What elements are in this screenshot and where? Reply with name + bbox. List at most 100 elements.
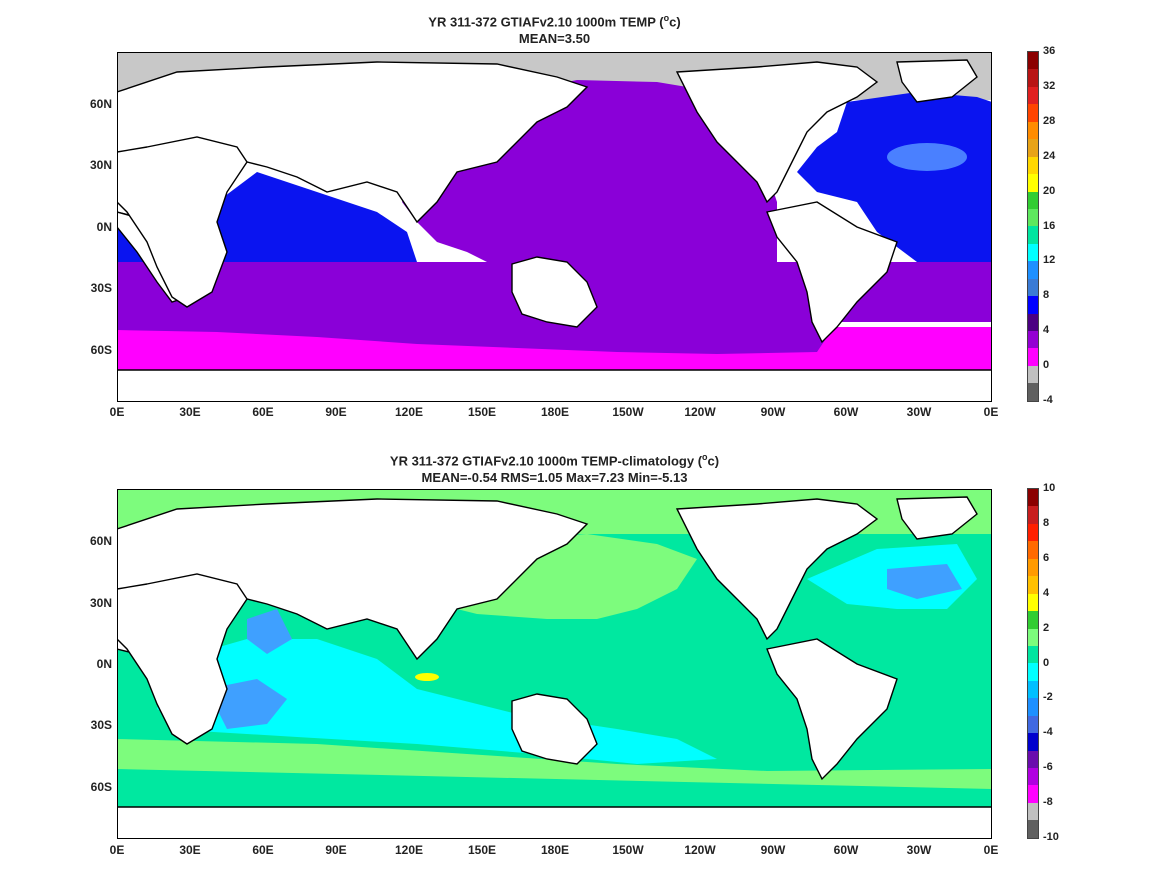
bottom-x-tick: 30E bbox=[179, 843, 201, 857]
colorbar-tick-label: 6 bbox=[1043, 551, 1050, 564]
colorbar-swatch bbox=[1028, 121, 1038, 140]
colorbar-swatch bbox=[1028, 820, 1038, 838]
colorbar-swatch bbox=[1028, 243, 1038, 262]
bottom-x-tick: 30W bbox=[906, 843, 932, 857]
colorbar-tick-label: 32 bbox=[1043, 79, 1056, 92]
bottom-title-line2: MEAN=-0.54 RMS=1.05 Max=7.23 Min=-5.13 bbox=[421, 470, 688, 486]
top-temperature-map bbox=[117, 52, 992, 402]
colorbar-tick-label: 0 bbox=[1043, 359, 1050, 372]
colorbar-swatch bbox=[1028, 715, 1038, 734]
colorbar-tick-label: 10 bbox=[1043, 482, 1056, 494]
top-gulf-stream-patch bbox=[887, 143, 967, 171]
top-y-tick: 60S bbox=[90, 343, 112, 357]
bottom-indonesia-positive bbox=[415, 673, 439, 681]
colorbar-tick-label: -6 bbox=[1043, 761, 1053, 774]
top-x-tick: 60E bbox=[252, 405, 274, 419]
bottom-indian-upper-blue bbox=[247, 609, 292, 654]
colorbar-swatch bbox=[1028, 313, 1038, 331]
bottom-x-tick: 60W bbox=[833, 843, 859, 857]
top-title-line2: MEAN=3.50 bbox=[518, 31, 591, 47]
bottom-x-tick: 120E bbox=[394, 843, 424, 857]
top-landmasses bbox=[117, 59, 992, 402]
top-x-tick: 60W bbox=[833, 405, 859, 419]
bottom-x-tick: 60E bbox=[252, 843, 274, 857]
colorbar-tick-label: 16 bbox=[1043, 219, 1056, 232]
colorbar-tick-label: 0 bbox=[1043, 656, 1050, 669]
colorbar-swatch bbox=[1028, 156, 1038, 175]
bottom-map-panel: YR 311-372 GTIAFv2.10 1000m TEMP-climato… bbox=[0, 437, 1167, 875]
colorbar-swatch bbox=[1028, 698, 1038, 716]
colorbar-swatch bbox=[1028, 628, 1038, 646]
bottom-x-tick: 0E bbox=[109, 843, 125, 857]
colorbar-swatch bbox=[1028, 331, 1038, 349]
colorbar-swatch bbox=[1028, 296, 1038, 314]
bottom-x-tick: 90E bbox=[325, 843, 347, 857]
top-x-tick: 0E bbox=[983, 405, 999, 419]
colorbar-swatch bbox=[1028, 611, 1038, 629]
bottom-anomaly-map bbox=[117, 489, 992, 839]
colorbar-swatch bbox=[1028, 69, 1038, 87]
colorbar-swatch bbox=[1028, 750, 1038, 768]
top-x-tick: 180E bbox=[540, 405, 570, 419]
colorbar-tick-label: -2 bbox=[1043, 691, 1053, 704]
bottom-landmasses bbox=[117, 496, 992, 839]
top-x-tick: 150E bbox=[467, 405, 497, 419]
bottom-colorbar bbox=[1027, 488, 1039, 839]
colorbar-swatch bbox=[1028, 558, 1038, 577]
top-x-tick: 150W bbox=[612, 405, 644, 419]
bottom-title-line1: YR 311-372 GTIAFv2.10 1000m TEMP-climato… bbox=[389, 452, 720, 469]
colorbar-swatch bbox=[1028, 191, 1038, 209]
colorbar-swatch bbox=[1028, 383, 1038, 401]
bottom-y-tick: 60S bbox=[90, 780, 112, 794]
colorbar-swatch bbox=[1028, 208, 1038, 227]
bottom-x-tick: 150W bbox=[612, 843, 644, 857]
colorbar-tick-label: -8 bbox=[1043, 796, 1053, 809]
colorbar-swatch bbox=[1028, 86, 1038, 105]
top-map-panel: YR 311-372 GTIAFv2.10 1000m TEMP (oc) ME… bbox=[0, 0, 1167, 437]
top-title-line1: YR 311-372 GTIAFv2.10 1000m TEMP (oc) bbox=[428, 13, 681, 30]
bottom-x-tick: 120W bbox=[684, 843, 716, 857]
colorbar-tick-label: -4 bbox=[1043, 394, 1053, 406]
top-y-tick: 60N bbox=[89, 97, 112, 111]
colorbar-tick-label: 8 bbox=[1043, 516, 1050, 529]
colorbar-swatch bbox=[1028, 541, 1038, 559]
colorbar-swatch bbox=[1028, 174, 1038, 192]
colorbar-swatch bbox=[1028, 139, 1038, 157]
bottom-southern-mid bbox=[117, 769, 992, 809]
top-x-tick: 90W bbox=[760, 405, 786, 419]
top-atlantic-ocean bbox=[797, 92, 992, 262]
colorbar-swatch bbox=[1028, 104, 1038, 122]
bottom-map-title: YR 311-372 GTIAFv2.10 1000m TEMP-climato… bbox=[117, 449, 992, 486]
bottom-x-tick: 180E bbox=[540, 843, 570, 857]
top-x-tick: 30E bbox=[179, 405, 201, 419]
bottom-y-tick: 60N bbox=[89, 534, 112, 548]
top-x-tick: 30W bbox=[906, 405, 932, 419]
bottom-x-tick: 0E bbox=[983, 843, 999, 857]
colorbar-swatch bbox=[1028, 663, 1038, 681]
top-x-tick: 120E bbox=[394, 405, 424, 419]
colorbar-tick-label: 12 bbox=[1043, 254, 1056, 267]
colorbar-swatch bbox=[1028, 733, 1038, 751]
colorbar-tick-label: 4 bbox=[1043, 324, 1050, 337]
colorbar-swatch bbox=[1028, 576, 1038, 594]
colorbar-tick-label: 20 bbox=[1043, 184, 1056, 197]
colorbar-swatch bbox=[1028, 278, 1038, 297]
top-x-tick: 120W bbox=[684, 405, 716, 419]
top-map-title: YR 311-372 GTIAFv2.10 1000m TEMP (oc) ME… bbox=[117, 10, 992, 47]
bottom-y-tick: 30N bbox=[89, 596, 112, 610]
colorbar-swatch bbox=[1028, 785, 1038, 803]
colorbar-swatch bbox=[1028, 768, 1038, 786]
colorbar-swatch bbox=[1028, 523, 1038, 542]
colorbar-swatch bbox=[1028, 348, 1038, 366]
colorbar-tick-label: 36 bbox=[1043, 45, 1056, 57]
top-x-tick: 90E bbox=[325, 405, 347, 419]
bottom-x-tick: 90W bbox=[760, 843, 786, 857]
colorbar-swatch bbox=[1028, 52, 1038, 70]
bottom-y-tick: 30S bbox=[90, 718, 112, 732]
bottom-x-tick: 150E bbox=[467, 843, 497, 857]
colorbar-tick-label: 8 bbox=[1043, 289, 1050, 302]
colorbar-tick-label: -4 bbox=[1043, 726, 1053, 739]
top-y-tick: 30N bbox=[89, 158, 112, 172]
colorbar-swatch bbox=[1028, 645, 1038, 664]
top-x-tick: 0E bbox=[109, 405, 125, 419]
